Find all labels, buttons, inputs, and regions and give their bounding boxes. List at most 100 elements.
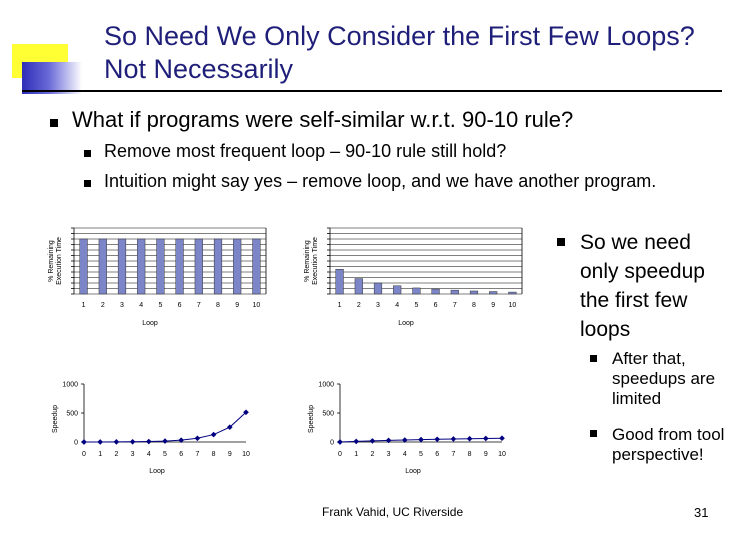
x-tick-label: 2 — [114, 451, 118, 458]
y-axis-label: Speedup — [52, 405, 59, 433]
x-tick-label: 1 — [354, 451, 358, 458]
data-point — [113, 439, 120, 445]
x-tick-label: 2 — [357, 302, 361, 309]
bar — [373, 282, 383, 295]
footer-author: Frank Vahid, UC Riverside — [322, 505, 464, 519]
y-tick-label: 1000 — [62, 382, 78, 389]
data-point — [97, 439, 104, 445]
series-line — [83, 411, 247, 443]
x-axis-label: Loop — [142, 320, 158, 327]
x-tick-label: 7 — [453, 302, 457, 309]
data-point — [129, 438, 136, 445]
x-tick-label: 10 — [253, 302, 261, 309]
bar — [98, 238, 107, 295]
y-axis-label: Execution Time — [56, 237, 63, 285]
x-tick-label: 1 — [82, 302, 86, 309]
bar — [469, 290, 479, 295]
bullet-square-icon — [84, 180, 91, 187]
bar — [335, 269, 344, 295]
bar — [393, 285, 402, 295]
x-tick-label: 6 — [179, 451, 183, 458]
data-point — [178, 437, 185, 443]
right-bullet: So we need only speedup the first few lo… — [580, 231, 705, 341]
data-point — [450, 436, 457, 442]
x-tick-label: 4 — [403, 451, 407, 458]
bar — [137, 238, 146, 295]
right-sub-bullet-2: Good from tool perspective! — [612, 425, 725, 464]
bar — [412, 287, 421, 295]
bar — [431, 288, 440, 295]
data-point — [385, 437, 392, 444]
x-tick-label: 9 — [491, 302, 495, 309]
x-tick-label: 2 — [101, 302, 105, 309]
y-tick-label: 500 — [66, 411, 78, 418]
y-axis-label: Speedup — [308, 405, 315, 433]
bar — [233, 238, 242, 295]
data-point — [369, 438, 376, 444]
x-tick-label: 5 — [419, 451, 423, 458]
x-tick-label: 10 — [509, 302, 517, 309]
bullet-square-icon — [50, 119, 58, 127]
bullet-main: What if programs were self-similar w.r.t… — [72, 107, 574, 132]
x-tick-label: 6 — [434, 302, 438, 309]
x-tick-label: 9 — [484, 451, 488, 458]
x-tick-label: 6 — [178, 302, 182, 309]
x-tick-label: 4 — [395, 302, 399, 309]
x-tick-label: 5 — [414, 302, 418, 309]
x-tick-label: 7 — [197, 302, 201, 309]
bullet-square-icon — [590, 355, 597, 362]
bar — [175, 238, 184, 295]
x-tick-label: 8 — [212, 451, 216, 458]
x-axis-label: Loop — [405, 468, 421, 475]
x-tick-label: 3 — [387, 451, 391, 458]
bar — [117, 238, 127, 295]
slide-title-line1: So Need We Only Consider the First Few L… — [104, 21, 695, 51]
x-tick-label: 0 — [82, 451, 86, 458]
y-tick-label: 500 — [322, 411, 334, 418]
bar — [213, 238, 223, 295]
line-chart-speedup-limited: Speedup 0 500 1000 0 1 2 3 4 5 6 7 8 9 10 Loop — [308, 382, 506, 476]
x-tick-label: 8 — [216, 302, 220, 309]
x-tick-label: 10 — [242, 451, 250, 458]
x-tick-label: 1 — [338, 302, 342, 309]
x-tick-label: 4 — [147, 451, 151, 458]
slide-title-line2: Not Necessarily — [104, 54, 294, 84]
bar — [194, 238, 203, 295]
bar — [79, 238, 88, 295]
x-tick-label: 3 — [131, 451, 135, 458]
bar — [354, 278, 363, 295]
y-tick-label: 0 — [330, 440, 334, 447]
x-tick-label: 9 — [235, 302, 239, 309]
data-point — [243, 409, 249, 416]
bar — [450, 289, 459, 295]
bullet-square-icon — [590, 430, 597, 437]
data-point — [81, 439, 87, 445]
bar-chart-remaining-time-constant: % Remaining Execution Time 1 2 3 4 5 6 7 8 9 10 Loop — [48, 227, 267, 327]
x-tick-label: 8 — [472, 302, 476, 309]
title-underline — [22, 90, 722, 92]
y-axis-label: Execution Time — [312, 237, 319, 285]
data-point — [337, 439, 343, 445]
x-tick-label: 8 — [468, 451, 472, 458]
x-tick-label: 5 — [158, 302, 162, 309]
x-tick-label: 2 — [370, 451, 374, 458]
x-tick-label: 3 — [120, 302, 124, 309]
bar-chart-remaining-time-decreasing: % Remaining Execution Time 1 2 3 4 5 6 7 8 9 10 Loop — [304, 227, 523, 327]
data-point — [194, 435, 201, 442]
bar — [489, 291, 498, 295]
x-tick-label: 9 — [228, 451, 232, 458]
x-tick-label: 1 — [98, 451, 102, 458]
slide-title: So Need We Only Consider the First Few L… — [104, 20, 744, 86]
bullet-square-icon — [557, 238, 565, 246]
x-tick-label: 4 — [139, 302, 143, 309]
data-point — [210, 431, 217, 438]
data-point — [482, 435, 489, 442]
x-axis-label: Loop — [398, 320, 414, 327]
x-tick-label: 6 — [435, 451, 439, 458]
y-axis-label: % Remaining — [304, 240, 311, 282]
bar — [156, 238, 165, 295]
data-point — [499, 435, 505, 442]
data-point — [145, 438, 152, 445]
sub-bullet-1: Remove most frequent loop – 90-10 rule s… — [104, 141, 507, 161]
y-tick-label: 1000 — [318, 382, 334, 389]
